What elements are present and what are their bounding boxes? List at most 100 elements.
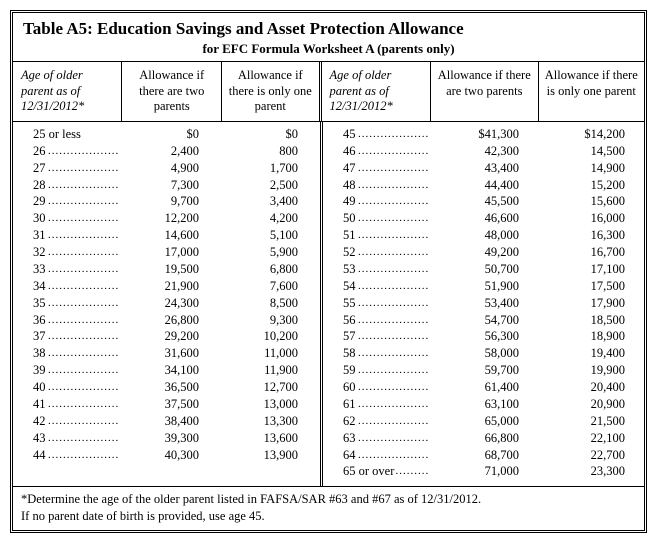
two-parents-cell: 54,700 [433,312,541,329]
table-row: 5756,30018,900 [323,328,647,345]
two-parents-cell: 46,600 [433,210,541,227]
age-cell: 33 [13,261,122,278]
table-row: 3217,0005,900 [13,244,320,261]
age-cell: 53 [323,261,433,278]
table-row: 5858,00019,400 [323,345,647,362]
one-parent-cell: 14,900 [541,160,647,177]
age-cell: 32 [13,244,122,261]
age-cell: 52 [323,244,433,261]
age-cell: 65 or over [323,463,433,480]
one-parent-cell: 7,600 [221,278,320,295]
table-title: Table A5: Education Savings and Asset Pr… [23,19,634,39]
two-parents-cell: 29,200 [122,328,221,345]
two-parents-cell: 66,800 [433,430,541,447]
one-parent-cell: 11,000 [221,345,320,362]
table-row: 4440,30013,900 [13,447,320,464]
two-parents-cell: $0 [122,126,221,143]
one-parent-cell: 11,900 [221,362,320,379]
table-row: 3421,9007,600 [13,278,320,295]
age-cell: 57 [323,328,433,345]
age-cell: 38 [13,345,122,362]
one-parent-cell: 13,600 [221,430,320,447]
one-parent-cell: 20,900 [541,396,647,413]
table-row: 5553,40017,900 [323,295,647,312]
one-parent-cell: 12,700 [221,379,320,396]
one-parent-cell: 19,900 [541,362,647,379]
age-cell: 62 [323,413,433,430]
one-parent-cell: 13,000 [221,396,320,413]
age-cell: 25 or less [13,126,122,143]
one-parent-cell: $0 [221,126,320,143]
one-parent-cell: 21,500 [541,413,647,430]
one-parent-cell: 5,100 [221,227,320,244]
one-parent-cell: 18,500 [541,312,647,329]
two-parents-cell: 43,400 [433,160,541,177]
two-parents-cell: 56,300 [433,328,541,345]
two-parents-cell: 21,900 [122,278,221,295]
table-row: 6163,10020,900 [323,396,647,413]
table-row: 287,3002,500 [13,177,320,194]
one-parent-cell: 23,300 [541,463,647,480]
one-parent-cell: 4,200 [221,210,320,227]
table-row: 3934,10011,900 [13,362,320,379]
age-cell: 28 [13,177,122,194]
two-parents-cell: $41,300 [433,126,541,143]
hdr-one-left: Allowance if there is only one parent [222,62,322,121]
age-cell: 26 [13,143,122,160]
header-row: Age of older parent as of 12/31/2012* Al… [13,62,644,122]
age-cell: 47 [323,160,433,177]
table-row: 6265,00021,500 [323,413,647,430]
two-parents-cell: 59,700 [433,362,541,379]
age-cell: 27 [13,160,122,177]
one-parent-cell: 15,200 [541,177,647,194]
one-parent-cell: 9,300 [221,312,320,329]
table-row: 5654,70018,500 [323,312,647,329]
table-row: 6061,40020,400 [323,379,647,396]
two-parents-cell: 51,900 [433,278,541,295]
table-row: 4844,40015,200 [323,177,647,194]
table-row: 5451,90017,500 [323,278,647,295]
one-parent-cell: 22,100 [541,430,647,447]
table-row: 4137,50013,000 [13,396,320,413]
one-parent-cell: 6,800 [221,261,320,278]
table-row: 3114,6005,100 [13,227,320,244]
table-row: 5350,70017,100 [323,261,647,278]
hdr-two-right: Allowance if there are two parents [431,62,538,121]
one-parent-cell: 17,900 [541,295,647,312]
one-parent-cell: 13,300 [221,413,320,430]
one-parent-cell: 13,900 [221,447,320,464]
one-parent-cell: 16,300 [541,227,647,244]
table-row: 3729,20010,200 [13,328,320,345]
two-parents-cell: 53,400 [433,295,541,312]
one-parent-cell: 1,700 [221,160,320,177]
one-parent-cell: 20,400 [541,379,647,396]
table-row: 4036,50012,700 [13,379,320,396]
table-row: 5046,60016,000 [323,210,647,227]
one-parent-cell: 22,700 [541,447,647,464]
age-cell: 42 [13,413,122,430]
hdr-one-right: Allowance if there is only one parent [539,62,644,121]
two-parents-cell: 39,300 [122,430,221,447]
table-row: 3831,60011,000 [13,345,320,362]
two-parents-cell: 9,700 [122,193,221,210]
one-parent-cell: 16,000 [541,210,647,227]
two-parents-cell: 44,400 [433,177,541,194]
two-parents-cell: 49,200 [433,244,541,261]
two-parents-cell: 2,400 [122,143,221,160]
age-cell: 54 [323,278,433,295]
two-parents-cell: 71,000 [433,463,541,480]
two-parents-cell: 48,000 [433,227,541,244]
one-parent-cell: 19,400 [541,345,647,362]
age-cell: 46 [323,143,433,160]
age-cell: 48 [323,177,433,194]
one-parent-cell: 800 [221,143,320,160]
two-parents-cell: 45,500 [433,193,541,210]
table-row: 3626,8009,300 [13,312,320,329]
age-cell: 56 [323,312,433,329]
panel-left: 25 or less$0$0262,400800274,9001,700287,… [13,122,323,486]
one-parent-cell: 2,500 [221,177,320,194]
one-parent-cell: 5,900 [221,244,320,261]
panel-right: 45$41,300$14,2004642,30014,5004743,40014… [323,122,647,486]
table-row: 45$41,300$14,200 [323,126,647,143]
table-subtitle: for EFC Formula Worksheet A (parents onl… [23,41,634,57]
